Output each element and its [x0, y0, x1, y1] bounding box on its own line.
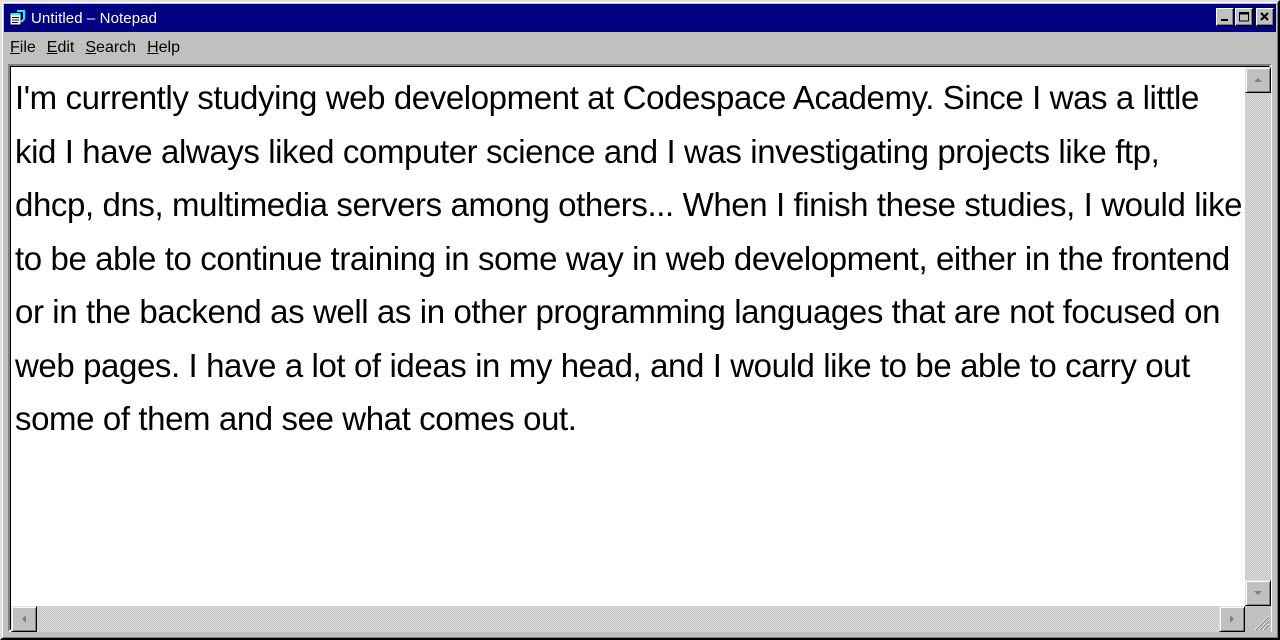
size-grip-icon — [1254, 615, 1270, 631]
menu-edit[interactable]: Edit — [41, 39, 80, 57]
scroll-down-button[interactable] — [1245, 580, 1271, 606]
close-icon — [1260, 12, 1269, 21]
editor-frame: I'm currently studying web development a… — [8, 64, 1272, 632]
minimize-button[interactable] — [1216, 8, 1234, 26]
editor-text[interactable]: I'm currently studying web development a… — [15, 79, 1243, 437]
text-editor[interactable]: I'm currently studying web development a… — [11, 67, 1245, 606]
window-controls — [1215, 8, 1274, 26]
scroll-up-button[interactable] — [1245, 67, 1271, 93]
maximize-icon — [1239, 12, 1249, 22]
scroll-right-arrow-icon — [1230, 615, 1234, 623]
notepad-icon — [9, 10, 25, 26]
close-button[interactable] — [1256, 8, 1274, 26]
menu-file[interactable]: File — [4, 39, 41, 57]
size-grip[interactable] — [1245, 606, 1271, 632]
menu-bar: File Edit Search Help — [4, 34, 1276, 62]
menu-file-label: ile — [19, 39, 36, 56]
menu-file-accelerator: F — [10, 39, 20, 56]
menu-search-accelerator: S — [85, 39, 97, 56]
menu-edit-label: dit — [57, 39, 75, 56]
scroll-left-button[interactable] — [11, 606, 37, 632]
scroll-up-arrow-icon — [1254, 78, 1262, 82]
scroll-left-arrow-icon — [22, 615, 26, 623]
menu-search[interactable]: Search — [79, 39, 141, 57]
horizontal-scrollbar[interactable] — [11, 606, 1245, 632]
scroll-down-arrow-icon — [1254, 591, 1262, 595]
menu-help[interactable]: Help — [141, 39, 185, 57]
vertical-scrollbar[interactable] — [1245, 67, 1271, 606]
scroll-right-button[interactable] — [1219, 606, 1245, 632]
maximize-button[interactable] — [1235, 8, 1253, 26]
menu-help-accelerator: H — [147, 39, 159, 56]
menu-search-label: earch — [96, 39, 137, 56]
window-title: Untitled – Notepad — [31, 9, 158, 27]
menu-help-label: elp — [158, 39, 180, 56]
title-bar[interactable]: Untitled – Notepad — [4, 4, 1276, 32]
minimize-icon — [1221, 19, 1228, 21]
menu-edit-accelerator: E — [46, 39, 58, 56]
editor-pane: I'm currently studying web development a… — [10, 66, 1271, 632]
